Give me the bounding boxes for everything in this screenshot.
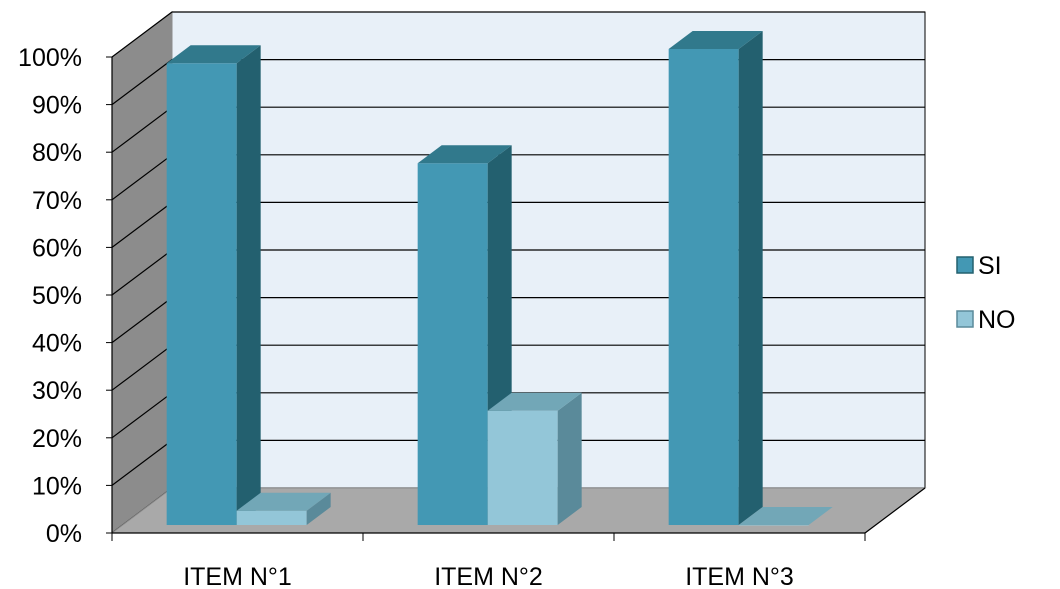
y-tick-label: 80% [32,139,82,167]
y-axis-ticks: 0% 10% 20% 30% 40% 50% 60% 70% 80% 90% 100% [18,44,112,548]
bar-si-1 [166,45,261,525]
y-tick-label: 70% [32,187,82,215]
x-tick-label: ITEM N°3 [685,563,794,589]
y-tick-label: 100% [18,44,82,72]
y-tick-label: 50% [32,282,82,310]
bar-front [738,525,809,526]
bar-si-3 [668,31,763,525]
bar-front [417,163,488,526]
legend-swatch [956,256,974,274]
bar-side [236,45,261,525]
bar-top [738,507,833,525]
gridline [111,11,925,58]
floor-edge [864,487,926,534]
legend-item-si: SI [956,252,1002,280]
y-tick-label: 10% [32,472,82,500]
bar-side [557,392,582,525]
y-tick-label: 0% [46,520,82,548]
y-tick-label: 20% [32,425,82,453]
bar-top [236,492,331,511]
bar-top [166,45,261,64]
legend-label: SI [978,252,1002,280]
bars [166,31,833,526]
x-tick-label: ITEM N°2 [434,563,543,589]
bar-no-1 [236,492,331,525]
bar-top [417,145,512,164]
bar-top [487,392,582,411]
legend-label: NO [978,306,1016,334]
x-axis-ticks: ITEM N°1 ITEM N°2 ITEM N°3 [111,533,866,589]
bar-side [306,492,331,525]
bar-side [738,31,763,525]
y-tick-label: 60% [32,234,82,262]
y-tick-label: 30% [32,377,82,405]
bar-no-3 [738,507,833,526]
x-tick-label: ITEM N°1 [183,563,292,589]
bar-front [166,63,237,525]
y-tick-label: 90% [32,92,82,120]
y-tick-label: 40% [32,330,82,358]
legend: SI NO [956,252,1016,334]
bar-top [668,31,763,49]
bar-si-2 [417,145,512,526]
bar-front [668,49,739,525]
bar-front [236,510,307,525]
legend-swatch [956,310,974,328]
bar-front [487,410,558,525]
bar-no-2 [487,392,582,525]
legend-item-no: NO [956,306,1016,334]
